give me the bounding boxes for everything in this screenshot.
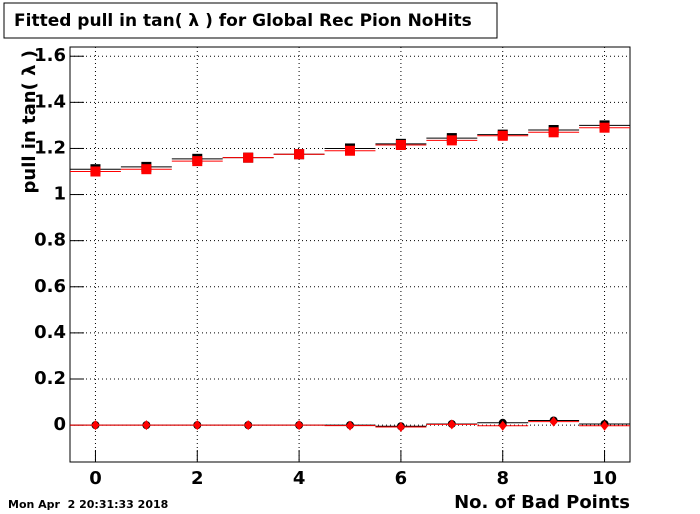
marker bbox=[294, 149, 305, 160]
data-point bbox=[426, 419, 478, 430]
marker bbox=[295, 420, 304, 431]
data-point bbox=[222, 420, 274, 431]
data-point bbox=[579, 122, 630, 133]
marker bbox=[345, 145, 355, 156]
data-point bbox=[375, 139, 427, 150]
y-tick-label: 1.6 bbox=[34, 45, 66, 66]
y-tick-label: 1.4 bbox=[34, 91, 66, 112]
marker bbox=[192, 156, 203, 167]
data-point bbox=[171, 420, 223, 431]
marker bbox=[548, 127, 559, 138]
marker bbox=[549, 416, 558, 427]
x-tick-label: 6 bbox=[395, 468, 408, 489]
x-axis-label: No. of Bad Points bbox=[454, 492, 630, 513]
marker bbox=[243, 152, 254, 163]
marker bbox=[600, 420, 609, 431]
y-axis-label: pull in tan( λ ) bbox=[19, 50, 40, 194]
data-point bbox=[273, 420, 325, 431]
marker bbox=[346, 420, 354, 431]
data-point bbox=[375, 421, 427, 432]
y-tick-label: 1.2 bbox=[34, 137, 66, 158]
data-point bbox=[120, 420, 172, 431]
data-point bbox=[273, 149, 325, 160]
data-point bbox=[426, 135, 478, 146]
marker bbox=[395, 139, 406, 150]
marker bbox=[90, 166, 101, 177]
data-point bbox=[324, 420, 376, 431]
data-point bbox=[324, 145, 376, 156]
data-point bbox=[528, 416, 580, 427]
data-point bbox=[120, 164, 172, 175]
marker bbox=[396, 421, 405, 432]
y-tick-label: 0.4 bbox=[34, 322, 66, 343]
marker bbox=[446, 135, 457, 146]
x-tick-label: 4 bbox=[293, 468, 306, 489]
marker bbox=[141, 164, 152, 175]
y-tick-label: 0.8 bbox=[34, 230, 66, 251]
data-point bbox=[477, 420, 529, 431]
x-tick-label: 8 bbox=[496, 468, 509, 489]
y-tick-label: 0.2 bbox=[34, 368, 66, 389]
marker bbox=[447, 419, 456, 430]
y-tick-label: 1 bbox=[53, 184, 66, 205]
marker bbox=[599, 122, 610, 133]
marker bbox=[244, 420, 253, 431]
y-tick-label: 0 bbox=[53, 414, 66, 435]
marker bbox=[193, 420, 202, 431]
data-point bbox=[70, 420, 121, 431]
plot-frame bbox=[69, 46, 631, 463]
marker bbox=[498, 420, 507, 431]
data-point bbox=[70, 166, 121, 177]
marker bbox=[91, 420, 100, 431]
title-box bbox=[3, 2, 498, 39]
chart-title: Fitted pull in tan( λ ) for Global Rec P… bbox=[14, 11, 472, 31]
x-tick-label: 0 bbox=[89, 468, 102, 489]
y-tick-label: 0.6 bbox=[34, 276, 66, 297]
data-point bbox=[477, 130, 529, 141]
x-tick-label: 2 bbox=[191, 468, 204, 489]
marker bbox=[142, 420, 151, 431]
marker bbox=[497, 130, 508, 141]
timestamp: Mon Apr 2 20:31:33 2018 bbox=[8, 498, 168, 511]
data-point bbox=[171, 156, 223, 167]
x-tick-label: 10 bbox=[592, 468, 617, 489]
data-point bbox=[579, 420, 630, 431]
data-point bbox=[528, 127, 580, 138]
data-point bbox=[222, 152, 274, 163]
